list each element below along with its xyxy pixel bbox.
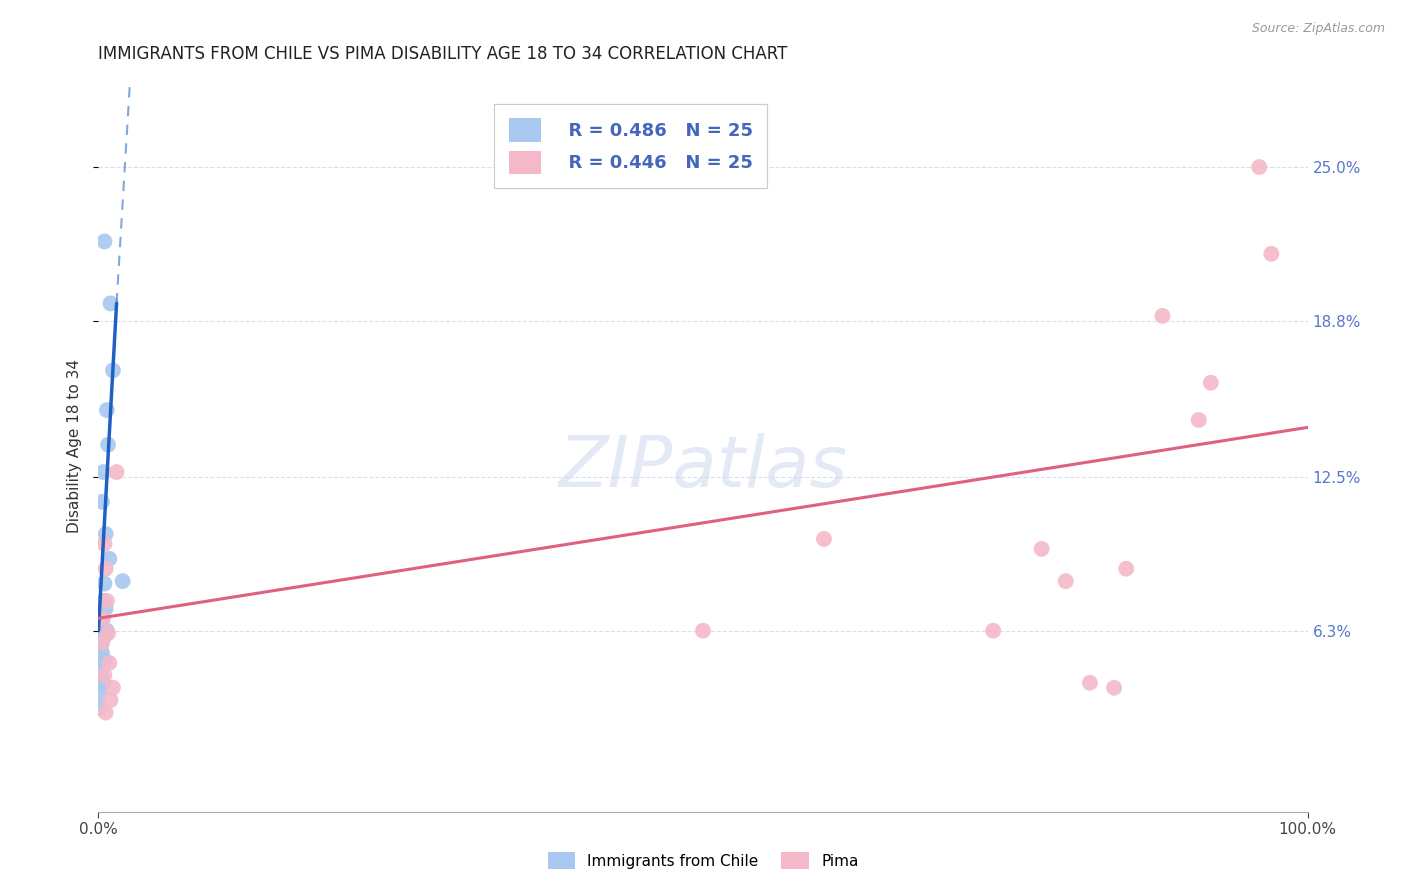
Point	[96, 594, 118, 608]
Point	[93, 576, 115, 591]
Text: IMMIGRANTS FROM CHILE VS PIMA DISABILITY AGE 18 TO 34 CORRELATION CHART: IMMIGRANTS FROM CHILE VS PIMA DISABILITY…	[98, 45, 787, 63]
Point	[1078, 675, 1101, 690]
Point	[91, 646, 114, 660]
Point	[90, 668, 112, 682]
Point	[91, 675, 114, 690]
Point	[1054, 574, 1077, 588]
Point	[96, 624, 118, 638]
Text: Source: ZipAtlas.com: Source: ZipAtlas.com	[1251, 22, 1385, 36]
Point	[1031, 541, 1053, 556]
Legend:   R = 0.486   N = 25,   R = 0.446   N = 25: R = 0.486 N = 25, R = 0.446 N = 25	[495, 104, 768, 188]
Point	[97, 626, 120, 640]
Point	[91, 495, 114, 509]
Point	[90, 639, 112, 653]
Point	[98, 656, 121, 670]
Legend: Immigrants from Chile, Pima: Immigrants from Chile, Pima	[541, 846, 865, 875]
Point	[1188, 413, 1211, 427]
Point	[91, 631, 114, 645]
Point	[89, 661, 111, 675]
Point	[94, 562, 117, 576]
Point	[111, 574, 134, 588]
Point	[1249, 160, 1271, 174]
Point	[101, 363, 124, 377]
Point	[93, 235, 115, 249]
Point	[1260, 247, 1282, 261]
Point	[93, 537, 115, 551]
Point	[97, 438, 120, 452]
Point	[94, 706, 117, 720]
Point	[90, 686, 112, 700]
Point	[94, 601, 117, 615]
Point	[91, 636, 114, 650]
Point	[1152, 309, 1174, 323]
Point	[100, 296, 122, 310]
Point	[981, 624, 1004, 638]
Point	[93, 653, 115, 667]
Point	[692, 624, 714, 638]
Point	[100, 693, 122, 707]
Point	[90, 619, 112, 633]
Point	[1115, 562, 1137, 576]
Point	[91, 611, 114, 625]
Point	[89, 700, 111, 714]
Point	[91, 465, 114, 479]
Point	[91, 611, 114, 625]
Point	[91, 594, 114, 608]
Point	[98, 551, 121, 566]
Point	[96, 403, 118, 417]
Point	[105, 465, 128, 479]
Point	[93, 668, 115, 682]
Point	[1199, 376, 1222, 390]
Point	[94, 527, 117, 541]
Point	[1102, 681, 1125, 695]
Y-axis label: Disability Age 18 to 34: Disability Age 18 to 34	[67, 359, 83, 533]
Point	[813, 532, 835, 546]
Point	[101, 681, 124, 695]
Text: ZIPatlas: ZIPatlas	[558, 434, 848, 502]
